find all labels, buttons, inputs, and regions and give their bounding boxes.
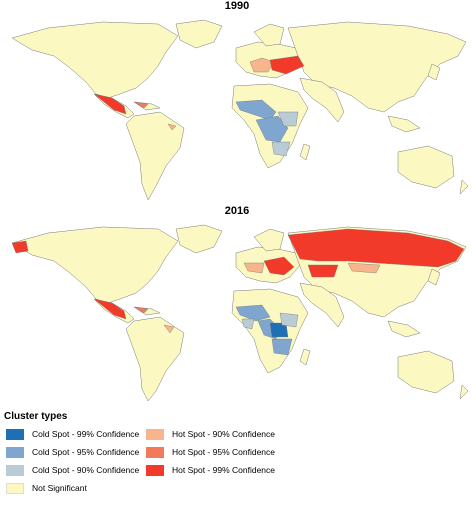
legend-label: Cold Spot - 95% Confidence [32,447,140,457]
world-map-1990 [11,19,469,201]
clusters-1990 [93,55,305,157]
legend-label: Cold Spot - 90% Confidence [32,465,140,475]
clusters-2016 [11,228,465,356]
legend-label: Cold Spot - 99% Confidence [32,429,140,439]
legend-swatch [6,429,24,440]
world-map-2016 [11,224,469,402]
legend-swatch [6,447,24,458]
legend-swatch [146,465,164,476]
legend-swatch [6,483,24,494]
map-title-2016: 2016 [224,205,250,217]
legend-swatch [146,429,164,440]
map-title-1990: 1990 [224,0,250,12]
legend-label: Hot Spot - 90% Confidence [172,429,276,439]
legend-label: Not Significant [32,483,87,493]
legend-label: Hot Spot - 99% Confidence [172,465,276,475]
legend-title: Cluster types [4,411,68,422]
legend-swatch [146,447,164,458]
legend-swatch [6,465,24,476]
legend-label: Hot Spot - 95% Confidence [172,447,276,457]
